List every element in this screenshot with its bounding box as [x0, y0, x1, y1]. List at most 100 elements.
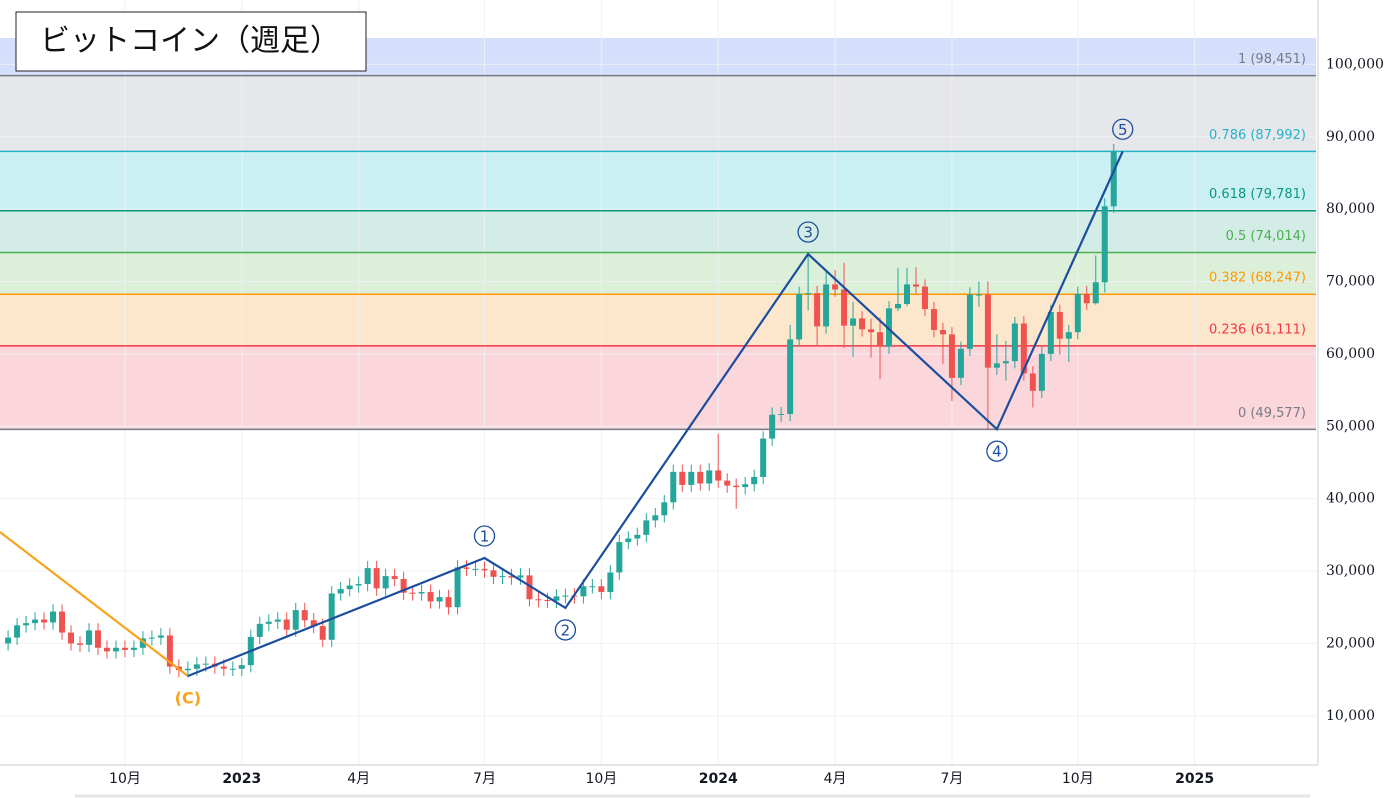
candle-body — [975, 294, 982, 296]
x-tick-label: 10月 — [1062, 771, 1094, 787]
x-tick-label: 10月 — [585, 771, 617, 787]
candle-body — [328, 593, 335, 640]
fib-label: 0.382 (68,247) — [1209, 271, 1306, 286]
candle-body — [283, 619, 290, 630]
candle-body — [670, 471, 677, 503]
candle-body — [706, 470, 713, 484]
candle-body — [993, 363, 1000, 368]
candle-body — [319, 626, 326, 640]
x-tick-label: 2025 — [1175, 771, 1214, 787]
candle-body — [32, 619, 39, 624]
candle-body — [50, 611, 57, 623]
y-tick-label: 90,000 — [1326, 129, 1375, 145]
fib-zone — [0, 294, 1316, 346]
candle-body — [59, 611, 66, 633]
wave-label: 5 — [1118, 121, 1128, 139]
candle-body — [68, 632, 75, 644]
fib-label: 0.786 (87,992) — [1209, 128, 1306, 143]
candle-body — [589, 586, 596, 588]
candle-body — [166, 635, 173, 667]
candle-body — [526, 575, 533, 600]
candle-body — [148, 637, 155, 639]
candle-body — [499, 576, 506, 578]
candle-body — [868, 329, 875, 333]
wave-line — [0, 531, 189, 677]
candle-body — [373, 568, 380, 589]
candle-body — [1029, 373, 1036, 391]
candle-body — [472, 568, 479, 570]
candle-body — [274, 619, 281, 622]
candle-body — [355, 584, 362, 586]
candle-body — [787, 339, 794, 414]
candle-body — [454, 567, 461, 608]
candle-body — [1047, 311, 1054, 354]
candle-body — [103, 647, 110, 652]
candle-body — [310, 620, 317, 627]
candle-body — [14, 625, 21, 638]
candle-body — [508, 576, 515, 578]
candle-body — [939, 330, 946, 335]
candle-body — [1056, 311, 1063, 339]
candle-body — [643, 520, 650, 535]
candle-body — [814, 293, 821, 327]
x-tick-label: 4月 — [824, 771, 847, 787]
y-tick-label: 30,000 — [1326, 563, 1375, 579]
x-tick-label: 2023 — [222, 771, 261, 787]
fib-zone — [0, 151, 1316, 211]
candle-body — [535, 599, 542, 601]
candle-body — [130, 647, 137, 650]
fib-label: 0 (49,577) — [1238, 406, 1306, 421]
candle-body — [724, 480, 731, 486]
y-tick-label: 60,000 — [1326, 346, 1375, 362]
y-tick-label: 70,000 — [1326, 274, 1375, 290]
fib-label: 0.5 (74,014) — [1226, 229, 1306, 244]
candle-body — [139, 638, 146, 648]
candle-body — [688, 471, 695, 485]
title-box — [15, 11, 367, 72]
candle-body — [445, 597, 452, 608]
candle-body — [859, 318, 866, 330]
candle-body — [481, 568, 488, 571]
candle-body — [1065, 332, 1072, 339]
fib-label: 0.618 (79,781) — [1209, 187, 1306, 202]
candle-body — [895, 303, 902, 309]
candle-body — [23, 623, 30, 626]
candle-body — [912, 284, 919, 287]
x-tick-label: 10月 — [109, 771, 141, 787]
wave-label: (C) — [175, 688, 201, 707]
x-tick-label: 7月 — [940, 771, 963, 787]
candle-body — [562, 595, 569, 597]
candle-body — [966, 294, 973, 349]
chart-title: ビットコイン（週足） — [40, 24, 340, 59]
y-tick-label: 50,000 — [1326, 418, 1375, 434]
candle-body — [193, 664, 200, 669]
candle-body — [661, 502, 668, 516]
candle-body — [850, 318, 857, 326]
candle-body — [184, 668, 191, 671]
candle-body — [85, 630, 92, 645]
wave-marker — [1112, 118, 1134, 140]
fib-label: 0.236 (61,111) — [1209, 322, 1306, 337]
candle-body — [77, 643, 84, 645]
wave-label: 3 — [803, 224, 813, 242]
y-tick-label: 80,000 — [1326, 201, 1375, 217]
candle-body — [625, 538, 632, 543]
candle-body — [886, 308, 893, 347]
wave-line — [187, 150, 1124, 678]
x-tick-label: 7月 — [473, 771, 496, 787]
candle-body — [580, 586, 587, 597]
candle-body — [382, 576, 389, 589]
fib-zone — [0, 75, 1316, 152]
candle-body — [346, 585, 353, 590]
wave-label: 4 — [992, 443, 1002, 461]
candle-body — [364, 568, 371, 585]
candle-body — [418, 592, 425, 594]
x-tick-label: 2024 — [699, 771, 738, 787]
candle-body — [634, 534, 641, 539]
candle-body — [202, 663, 209, 665]
candle-body — [463, 567, 470, 569]
y-tick-label: 40,000 — [1326, 491, 1375, 507]
candle-body — [1020, 323, 1027, 374]
x-tick-label: 4月 — [347, 771, 370, 787]
